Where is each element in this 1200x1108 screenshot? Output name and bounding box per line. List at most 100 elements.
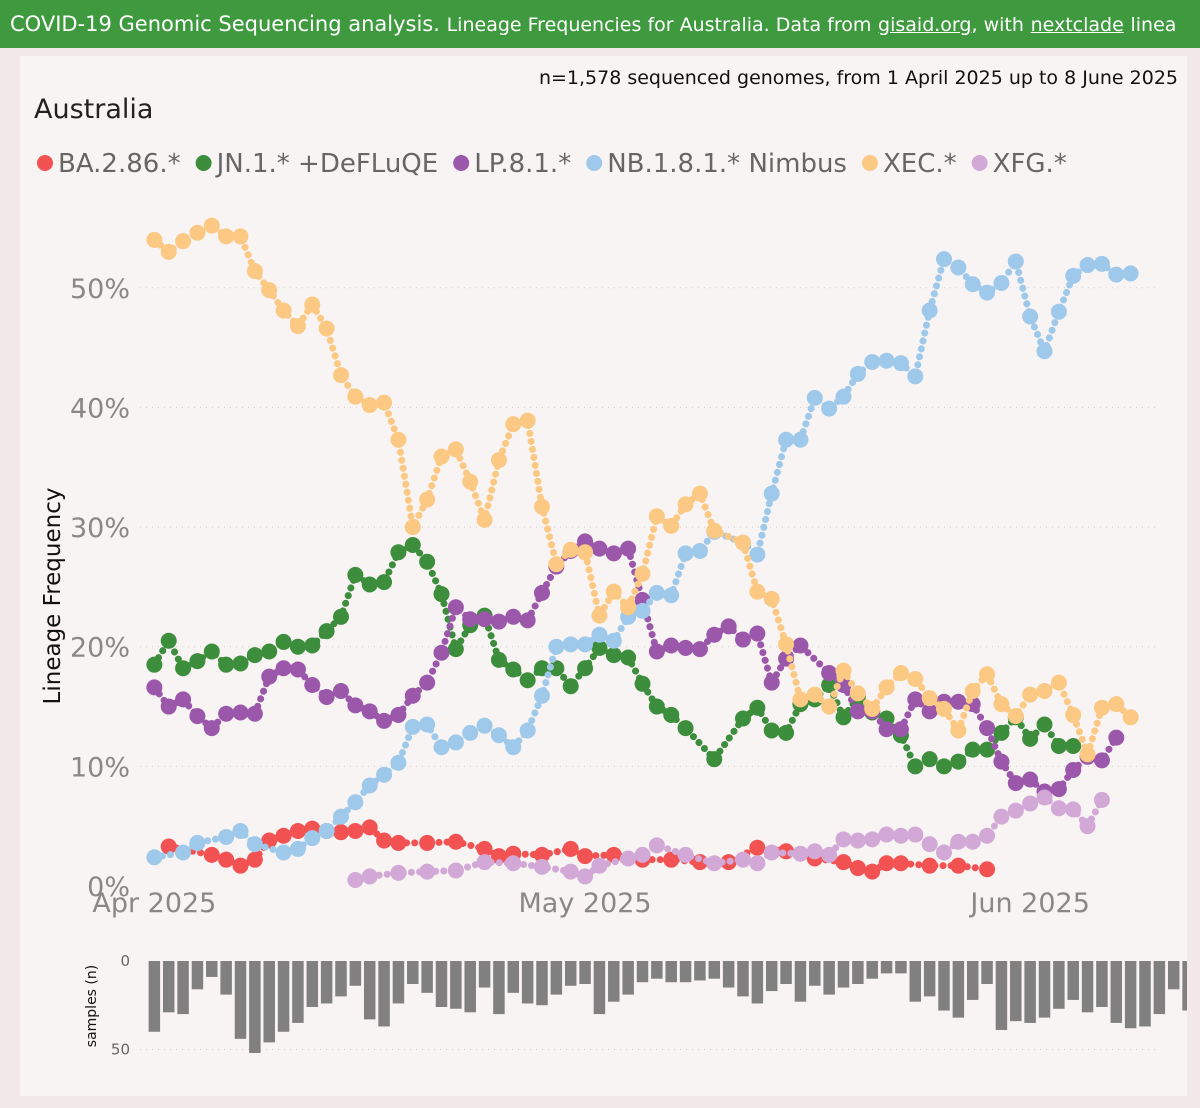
data-point-ba-2-86	[864, 863, 881, 880]
samples-bar	[737, 961, 749, 997]
data-point-nb-1-8-1-nimbus	[849, 365, 866, 382]
data-point-nb-1-8-1-nimbus	[778, 431, 795, 448]
data-point-jn-1-defluqe	[1065, 738, 1082, 755]
legend-item-ba-2-86[interactable]: BA.2.86.*	[37, 149, 181, 179]
data-point-xec	[361, 397, 378, 414]
legend-item-jn-1-defluqe[interactable]: JN.1.* +DeFLuQE	[195, 149, 439, 179]
data-point-xec	[964, 682, 981, 699]
data-point-xec	[562, 541, 579, 558]
data-point-lp-8-1	[763, 674, 780, 691]
samples-bar	[952, 961, 965, 1018]
data-point-xec	[318, 320, 335, 337]
samples-bar	[234, 961, 247, 1039]
data-point-xec	[691, 485, 708, 502]
data-point-lp-8-1	[907, 691, 924, 708]
legend-label-xfg: XFG.*	[993, 149, 1067, 179]
data-point-nb-1-8-1-nimbus	[677, 545, 694, 562]
legend-item-lp-8-1[interactable]: LP.8.1.*	[453, 149, 571, 179]
data-point-ba-2-86	[663, 851, 680, 868]
data-point-xec	[275, 302, 292, 319]
data-point-lp-8-1	[1093, 752, 1110, 769]
data-point-nb-1-8-1-nimbus	[562, 636, 579, 653]
legend-swatch-lp-8-1	[453, 155, 470, 171]
samples-bar	[1038, 961, 1051, 1018]
data-point-nb-1-8-1-nimbus	[548, 638, 565, 655]
y-tick-label: 40%	[70, 393, 130, 424]
data-point-lp-8-1	[175, 691, 192, 708]
data-point-xec	[979, 666, 996, 683]
data-point-lp-8-1	[189, 708, 206, 725]
data-point-jn-1-defluqe	[347, 566, 364, 583]
data-point-jn-1-defluqe	[749, 699, 766, 716]
gisaid-link[interactable]: gisaid.org	[878, 14, 972, 36]
data-point-xfg	[1036, 789, 1053, 806]
samples-bar	[277, 961, 290, 1032]
data-point-nb-1-8-1-nimbus	[347, 794, 364, 811]
data-point-jn-1-defluqe	[203, 643, 220, 660]
data-point-nb-1-8-1-nimbus	[792, 431, 809, 448]
data-point-nb-1-8-1-nimbus	[663, 587, 680, 604]
samples-bar	[536, 961, 548, 1006]
data-point-xfg	[1079, 818, 1096, 835]
data-point-lp-8-1	[663, 637, 680, 654]
data-point-lp-8-1	[691, 641, 708, 658]
legend-item-xec[interactable]: XEC.*	[861, 149, 957, 179]
samples-bar	[306, 961, 319, 1007]
data-point-ba-2-86	[232, 857, 249, 874]
samples-bar	[177, 961, 189, 1015]
samples-bar	[751, 961, 764, 1004]
data-point-xec	[390, 431, 407, 448]
samples-bar	[1182, 961, 1187, 1011]
data-point-ba-2-86	[361, 819, 378, 836]
data-point-jn-1-defluqe	[390, 544, 407, 561]
legend-item-nb-1-8-1-nimbus[interactable]: NB.1.8.1.* Nimbus	[586, 149, 847, 179]
data-point-nb-1-8-1-nimbus	[275, 844, 292, 861]
data-point-xfg	[505, 855, 522, 872]
data-point-xec	[519, 412, 536, 429]
data-point-lp-8-1	[792, 637, 809, 654]
data-point-nb-1-8-1-nimbus	[864, 353, 881, 370]
samples-bar	[679, 961, 692, 983]
data-point-xfg	[735, 851, 751, 868]
samples-bar	[923, 961, 936, 997]
data-point-jn-1-defluqe	[964, 741, 981, 758]
data-point-ba-2-86	[921, 857, 938, 874]
data-point-xec	[490, 452, 507, 469]
data-point-xec	[1022, 686, 1039, 703]
samples-bar	[421, 961, 433, 993]
data-point-jn-1-defluqe	[304, 637, 321, 654]
data-point-xec	[1050, 674, 1067, 691]
nextclade-link[interactable]: nextclade	[1030, 14, 1124, 36]
data-point-nb-1-8-1-nimbus	[1022, 308, 1039, 325]
samples-bar	[1096, 961, 1108, 1007]
y-tick-label: 50%	[70, 274, 130, 305]
data-point-xfg	[577, 868, 594, 885]
data-point-lp-8-1	[605, 545, 622, 562]
samples-bar	[780, 961, 792, 984]
data-point-nb-1-8-1-nimbus	[1065, 267, 1082, 284]
data-point-xec	[806, 686, 823, 703]
data-point-xec	[404, 519, 421, 536]
data-point-xec	[878, 679, 895, 696]
samples-bar	[1081, 961, 1094, 1013]
data-point-xfg	[950, 833, 967, 850]
x-tick-label: Jun 2025	[968, 888, 1089, 919]
data-point-lp-8-1	[648, 643, 665, 660]
data-point-xec	[892, 665, 909, 682]
samples-bar	[1167, 961, 1180, 990]
data-point-lp-8-1	[720, 618, 737, 635]
series-nb-1-8-1-nimbus	[146, 251, 1139, 866]
data-point-xfg	[677, 846, 694, 863]
data-point-xfg	[964, 833, 981, 850]
data-point-nb-1-8-1-nimbus	[218, 828, 235, 845]
data-point-lp-8-1	[333, 682, 349, 699]
data-point-nb-1-8-1-nimbus	[936, 251, 952, 268]
data-point-xec	[218, 228, 235, 245]
legend-item-xfg[interactable]: XFG.*	[971, 149, 1067, 179]
data-point-jn-1-defluqe	[232, 655, 249, 672]
data-point-jn-1-defluqe	[677, 720, 694, 737]
data-point-xec	[534, 498, 550, 515]
samples-bar	[292, 961, 304, 1023]
data-point-xec	[864, 700, 881, 717]
data-point-xec	[304, 296, 321, 313]
